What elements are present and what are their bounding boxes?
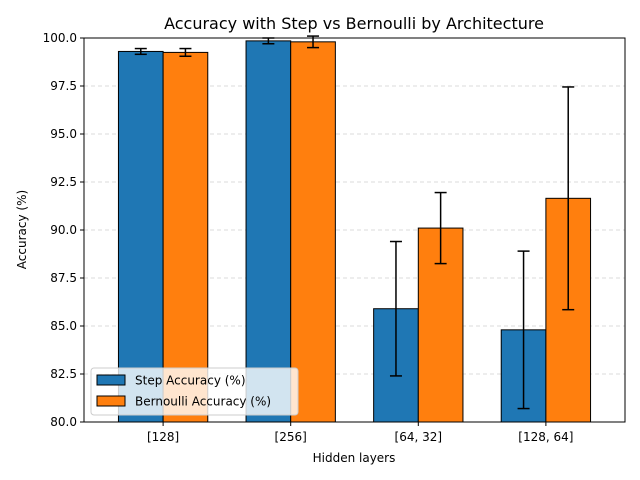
legend-swatch-step <box>96 374 126 386</box>
y-tick-label: 95.0 <box>50 127 77 141</box>
error-bars-group <box>134 35 575 410</box>
x-axis-ticks: [128] [256] [64, 32] [128, 64] <box>147 422 573 444</box>
legend-swatch-bernoulli <box>96 395 126 407</box>
x-tick-label: [64, 32] <box>395 430 443 444</box>
y-tick-label: 85.0 <box>50 319 77 333</box>
y-tick-label: 97.5 <box>50 79 77 93</box>
bar-step <box>117 50 164 423</box>
y-axis-label: Accuracy (%) <box>15 190 29 269</box>
y-tick-label: 100.0 <box>43 31 77 45</box>
y-tick-label: 87.5 <box>50 271 77 285</box>
y-tick-label: 92.5 <box>50 175 77 189</box>
x-axis-label: Hidden layers <box>313 451 396 465</box>
x-tick-label: [128, 64] <box>518 430 573 444</box>
legend-box <box>90 367 299 416</box>
y-tick-label: 90.0 <box>50 223 77 237</box>
legend-label-bernoulli: Bernoulli Accuracy (%) <box>135 395 271 409</box>
bar-bernoulli <box>162 51 209 423</box>
y-axis-ticks: 80.0 82.5 85.0 87.5 90.0 92.5 95.0 97.5 100.0 <box>43 31 84 429</box>
legend: Step Accuracy (%) Bernoulli Accuracy (%) <box>90 367 299 416</box>
bar-step <box>245 40 292 423</box>
bar-bernoulli <box>290 41 336 423</box>
x-tick-label: [128] <box>147 430 179 444</box>
legend-label-step: Step Accuracy (%) <box>135 374 246 388</box>
y-tick-label: 80.0 <box>50 415 77 429</box>
x-tick-label: [256] <box>275 430 307 444</box>
y-tick-label: 82.5 <box>50 367 77 381</box>
chart-title: Accuracy with Step vs Bernoulli by Archi… <box>164 14 544 33</box>
